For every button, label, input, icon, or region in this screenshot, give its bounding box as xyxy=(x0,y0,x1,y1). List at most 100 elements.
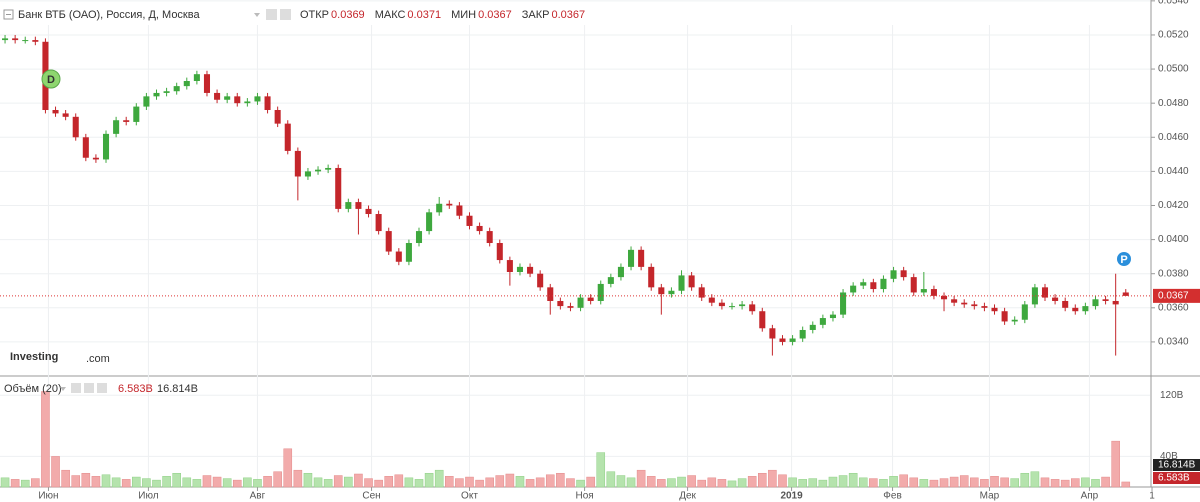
y-tick-label: 0.0340 xyxy=(1158,337,1189,348)
volume-bar xyxy=(939,478,949,488)
close-icon[interactable] xyxy=(97,383,107,393)
candle-body xyxy=(244,101,251,104)
candle-body xyxy=(496,243,503,261)
candle-body xyxy=(1062,300,1069,308)
volume-bar xyxy=(0,477,10,488)
volume-bar xyxy=(687,475,696,488)
candle-body xyxy=(476,225,483,232)
volume-bar xyxy=(717,479,727,488)
chart-title: Банк ВТБ (ОАО), Россия, Д, Москва xyxy=(18,9,200,21)
candle-body xyxy=(486,231,493,244)
candle-body xyxy=(930,289,937,296)
volume-bar xyxy=(313,477,323,488)
volume-bar xyxy=(848,472,858,488)
candle-body xyxy=(426,212,433,232)
volume-bar xyxy=(172,472,181,488)
volume-bar xyxy=(192,479,202,488)
candle-body xyxy=(234,96,241,104)
hide-icon[interactable] xyxy=(84,383,94,393)
candle-body xyxy=(708,297,715,303)
dropdown-arrow[interactable] xyxy=(254,13,260,17)
candle-body xyxy=(819,318,826,325)
candle-body xyxy=(991,307,998,312)
volume-bar xyxy=(1040,477,1050,488)
candle-body xyxy=(92,157,99,160)
y-tick-label: 0.0500 xyxy=(1158,64,1189,75)
report-marker[interactable] xyxy=(1117,252,1131,266)
candle-body xyxy=(890,270,897,279)
x-tick-label: Окт xyxy=(461,491,478,502)
candle-body xyxy=(284,123,291,151)
volume-last: 6.583B xyxy=(118,383,153,395)
y-tick-label: 0.0460 xyxy=(1158,132,1189,143)
volume-bar xyxy=(545,474,555,488)
candle-body xyxy=(769,328,776,339)
candle-body xyxy=(2,38,9,41)
dividend-marker[interactable] xyxy=(41,69,61,89)
volume-bar xyxy=(798,479,807,488)
volume-bar xyxy=(869,478,878,488)
volume-bar xyxy=(41,391,50,488)
candle-body xyxy=(951,299,958,303)
volume-bar xyxy=(505,473,515,488)
volume-bar xyxy=(1121,481,1131,488)
candle-body xyxy=(375,214,382,232)
candle-body xyxy=(597,283,604,301)
volume-bar xyxy=(273,471,282,488)
candle-body xyxy=(466,215,473,226)
volume-bar xyxy=(707,477,717,488)
collapse-icon[interactable] xyxy=(3,9,14,20)
report-marker-label: P xyxy=(1120,254,1127,266)
volume-bar xyxy=(616,475,626,488)
volume-ma: 16.814B xyxy=(157,383,198,395)
volume-bar xyxy=(293,469,303,488)
hide-icon[interactable] xyxy=(280,9,291,20)
candle-body xyxy=(607,277,614,284)
x-tick-label: 2019 xyxy=(780,491,803,502)
settings-icon[interactable] xyxy=(266,9,277,20)
candle-body xyxy=(415,231,423,244)
volume-bar xyxy=(51,456,60,488)
volume-bar xyxy=(384,476,394,488)
candle-body xyxy=(1011,319,1018,322)
volume-bar xyxy=(980,479,989,488)
candle-body xyxy=(335,167,342,209)
volume-bar xyxy=(253,479,262,488)
volume-bar xyxy=(697,479,707,488)
y-tick-label: 0.0520 xyxy=(1158,30,1189,41)
volume-title: Объём (20) xyxy=(4,383,62,395)
volume-bar xyxy=(404,477,414,488)
volume-bar xyxy=(485,477,494,488)
volume-bar xyxy=(212,476,222,488)
candle-body xyxy=(436,203,443,213)
x-tick-label: Дек xyxy=(679,491,696,502)
x-tick-label: Июн xyxy=(38,491,58,502)
candle-body xyxy=(102,133,110,160)
volume-tick-label: 120B xyxy=(1160,390,1184,401)
settings-icon[interactable] xyxy=(71,383,81,393)
volume-bar xyxy=(636,469,646,488)
volume-bar xyxy=(91,476,101,488)
candle-body xyxy=(668,290,675,295)
candle-body xyxy=(1052,297,1059,301)
candle-body xyxy=(718,302,725,307)
volume-bar xyxy=(71,475,81,488)
candle-body xyxy=(395,251,402,262)
candle-body xyxy=(224,96,231,100)
dropdown-arrow[interactable] xyxy=(60,387,66,391)
candle-body xyxy=(365,208,372,215)
volume-ma-badge xyxy=(1153,459,1200,471)
candle-body xyxy=(133,106,140,122)
candle-body xyxy=(62,113,69,117)
volume-bar xyxy=(646,476,656,488)
candle-body xyxy=(961,302,968,305)
volume-bar xyxy=(1020,472,1030,488)
volume-bar xyxy=(626,477,636,488)
ohlc-value: 0.0367 xyxy=(551,9,585,21)
candle-body xyxy=(1112,300,1119,305)
volume-bar xyxy=(1070,478,1080,488)
volume-bar xyxy=(323,479,333,488)
last-price-badge xyxy=(1153,288,1200,303)
